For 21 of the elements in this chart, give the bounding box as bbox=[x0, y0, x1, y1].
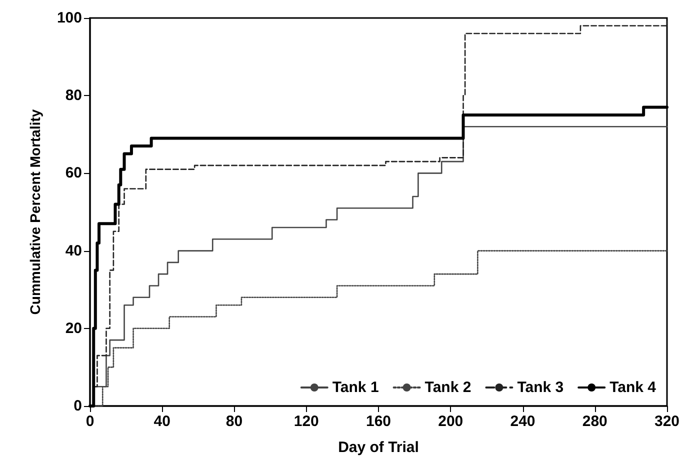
y-tick-label: 80 bbox=[65, 87, 82, 104]
x-tick-label: 120 bbox=[294, 413, 319, 430]
x-axis-title: Day of Trial bbox=[338, 439, 419, 456]
x-tick-label: 240 bbox=[510, 413, 536, 430]
y-tick-label: 60 bbox=[65, 164, 82, 182]
y-tick-label: 20 bbox=[65, 320, 82, 337]
x-tick-label: 0 bbox=[86, 413, 94, 430]
y-tick-label: 40 bbox=[65, 242, 82, 260]
y-tick-label: 0 bbox=[74, 398, 82, 414]
x-tick-label: 160 bbox=[366, 413, 392, 430]
x-tick-label: 280 bbox=[582, 413, 608, 430]
x-tick-label: 80 bbox=[226, 413, 243, 430]
y-axis-title: Cummulative Percent Mortality bbox=[27, 109, 43, 315]
x-tick-label: 40 bbox=[154, 413, 170, 430]
legend-label: Tank 2 bbox=[424, 379, 472, 396]
x-tick-label: 200 bbox=[438, 413, 464, 430]
x-tick-label: 320 bbox=[654, 413, 680, 430]
legend-label: Tank 1 bbox=[332, 379, 379, 396]
legend-label: Tank 3 bbox=[517, 379, 564, 396]
legend-label: Tank 4 bbox=[610, 379, 657, 396]
y-tick-label: 100 bbox=[56, 10, 82, 26]
